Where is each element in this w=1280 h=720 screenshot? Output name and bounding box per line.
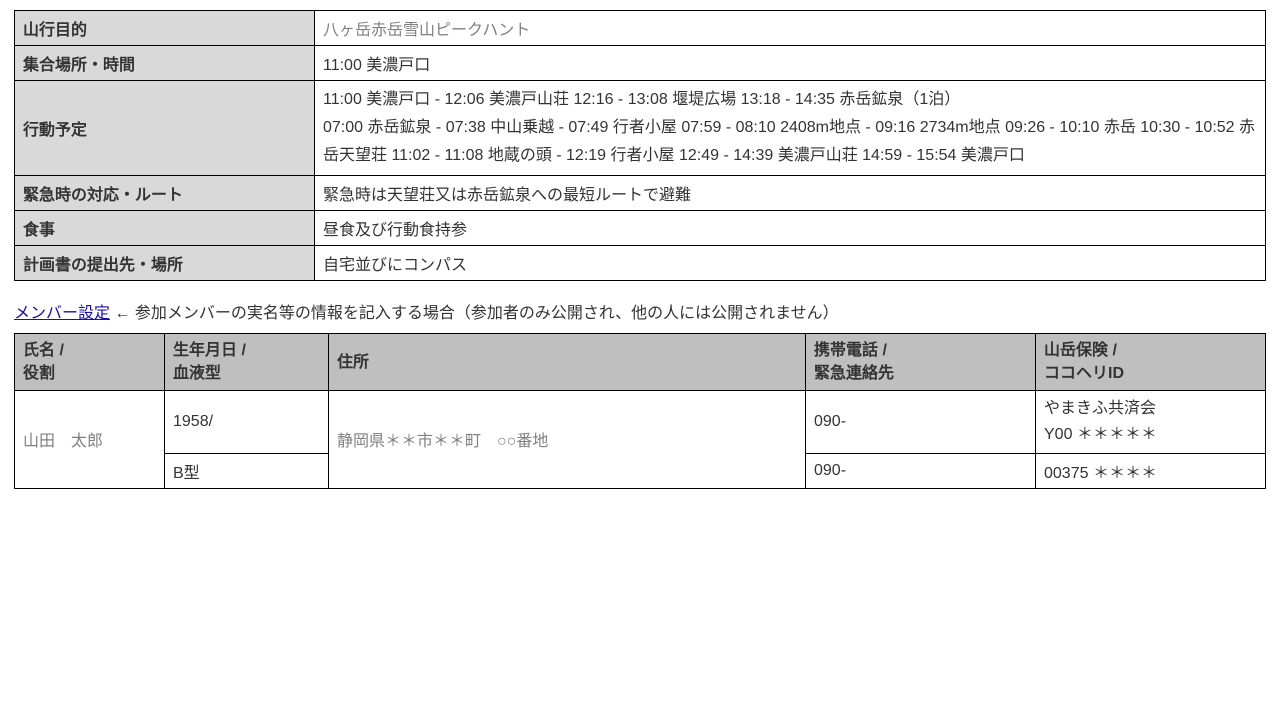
member-settings-note: メンバー設定 ← 参加メンバーの実名等の情報を記入する場合（参加者のみ公開され、… xyxy=(14,299,1266,323)
member-bloodtype-cell: B型 xyxy=(165,453,329,488)
member-table: 氏名 / 役割 生年月日 / 血液型 住所 携帯電話 / 緊急連絡先 山岳保険 … xyxy=(14,333,1266,489)
member-insurance-cell: やまきふ共済会 Y00 ＊＊＊＊＊ xyxy=(1036,391,1266,453)
member-header-name: 氏名 / 役割 xyxy=(15,334,165,391)
plan-label: 計画書の提出先・場所 xyxy=(15,246,315,281)
member-row: 山田 太郎 1958/ 静岡県＊＊市＊＊町 ○○番地 090- やまきふ共済会 … xyxy=(15,391,1266,453)
member-birth-cell: 1958/ xyxy=(165,391,329,453)
plan-value: 11:00 美濃戸口 - 12:06 美濃戸山荘 12:16 - 13:08 堰… xyxy=(315,81,1266,176)
member-header-address: 住所 xyxy=(329,334,806,391)
plan-value: 昼食及び行動食持参 xyxy=(315,211,1266,246)
member-cocoheli-cell: 00375 ＊＊＊＊ xyxy=(1036,453,1266,488)
plan-value: 緊急時は天望荘又は赤岳鉱泉への最短ルートで避難 xyxy=(315,176,1266,211)
plan-value: 自宅並びにコンパス xyxy=(315,246,1266,281)
member-header-insurance: 山岳保険 / ココヘリID xyxy=(1036,334,1266,391)
member-settings-note-text: ← 参加メンバーの実名等の情報を記入する場合（参加者のみ公開され、他の人には公開… xyxy=(110,305,839,322)
member-header-birth: 生年月日 / 血液型 xyxy=(165,334,329,391)
plan-label: 食事 xyxy=(15,211,315,246)
plan-value: 11:00 美濃戸口 xyxy=(315,46,1266,81)
member-settings-link[interactable]: メンバー設定 xyxy=(14,305,110,322)
plan-label: 行動予定 xyxy=(15,81,315,176)
plan-label: 山行目的 xyxy=(15,11,315,46)
plan-label: 集合場所・時間 xyxy=(15,46,315,81)
plan-table: 山行目的八ヶ岳赤岳雪山ピークハント集合場所・時間11:00 美濃戸口行動予定11… xyxy=(14,10,1266,281)
plan-label: 緊急時の対応・ルート xyxy=(15,176,315,211)
member-header-phone: 携帯電話 / 緊急連絡先 xyxy=(806,334,1036,391)
member-phone-cell: 090- xyxy=(806,453,1036,488)
member-phone-cell: 090- xyxy=(806,391,1036,453)
member-name-cell: 山田 太郎 xyxy=(15,391,165,488)
member-address-cell: 静岡県＊＊市＊＊町 ○○番地 xyxy=(329,391,806,488)
plan-value: 八ヶ岳赤岳雪山ピークハント xyxy=(315,11,1266,46)
